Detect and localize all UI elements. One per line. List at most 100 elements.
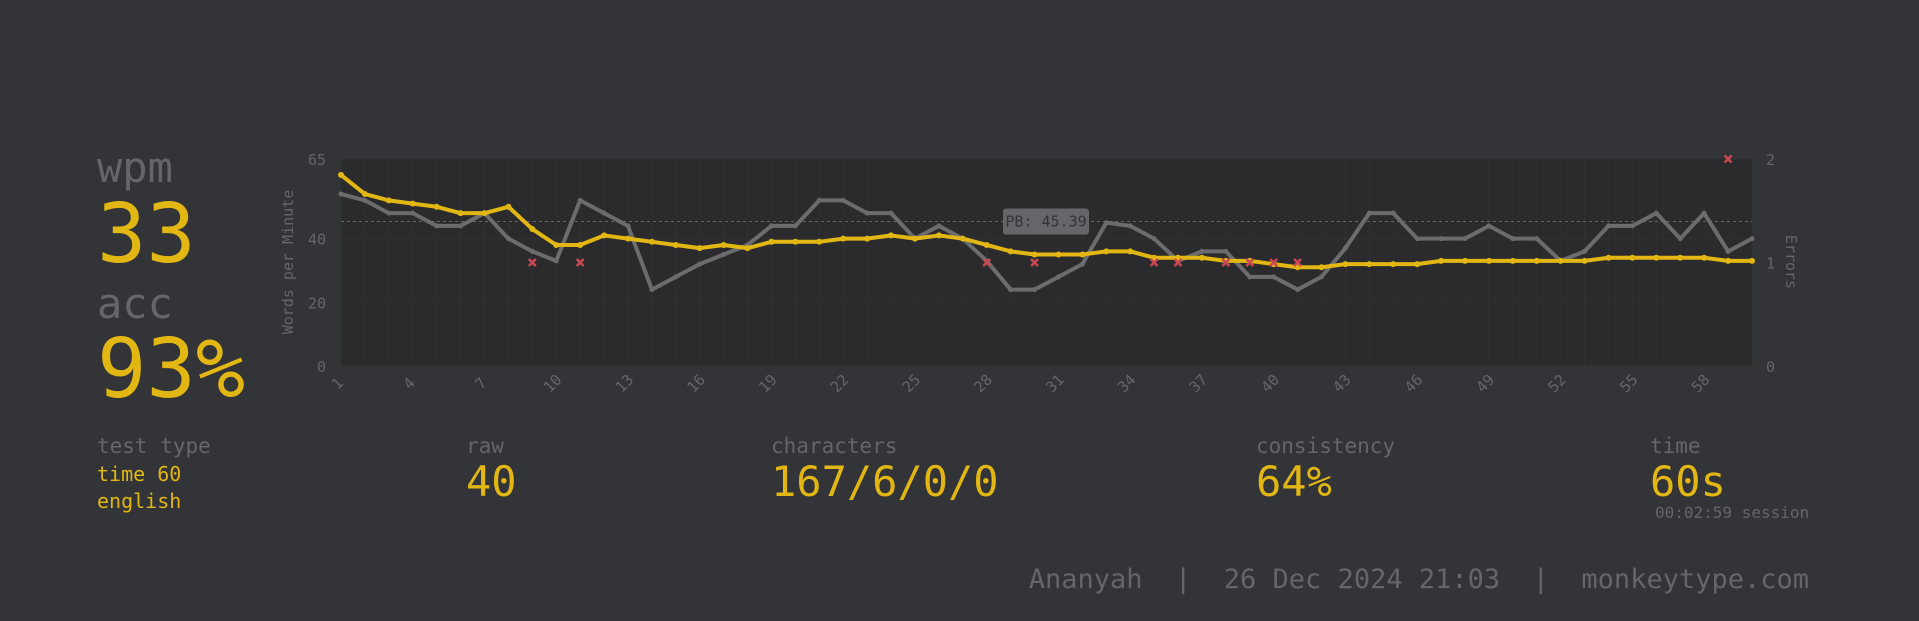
- raw-point: [864, 210, 870, 216]
- raw-point: [840, 197, 846, 203]
- wpm-point: [696, 245, 703, 252]
- raw-point: [410, 210, 416, 216]
- raw-point: [1701, 210, 1707, 216]
- error-marker: [1245, 258, 1255, 267]
- x-tick-label: 52: [1544, 371, 1570, 397]
- wpm-point: [1127, 248, 1134, 255]
- footer-separator: |: [1532, 564, 1549, 595]
- raw-point: [816, 197, 822, 203]
- x-tick-label: 28: [970, 371, 996, 397]
- raw-point: [1295, 287, 1301, 293]
- raw-point: [649, 287, 655, 293]
- wpm-point: [1629, 254, 1636, 261]
- wpm-point: [505, 203, 512, 210]
- wpm-point: [1366, 261, 1373, 268]
- wpm-point: [1701, 254, 1708, 261]
- footer: Ananyah | 26 Dec 2024 21:03 | monkeytype…: [1029, 563, 1809, 597]
- wpm-point: [911, 235, 918, 242]
- raw-point: [1629, 223, 1635, 229]
- raw-point: [1055, 274, 1061, 280]
- error-marker: [1173, 258, 1183, 267]
- footer-site[interactable]: monkeytype.com: [1581, 564, 1809, 595]
- wpm-point: [840, 235, 847, 242]
- raw-point: [1127, 223, 1133, 229]
- wpm-point: [433, 203, 440, 210]
- wpm-point: [1103, 248, 1110, 255]
- error-marker: [1293, 258, 1302, 267]
- raw-point: [1271, 274, 1277, 280]
- wpm-point: [959, 235, 966, 242]
- characters-label: characters: [771, 434, 898, 458]
- x-tick-label: 31: [1042, 371, 1068, 397]
- wpm-point: [1175, 254, 1182, 261]
- session-time: 00:02:59 session: [1655, 503, 1810, 522]
- wpm-point: [720, 241, 727, 248]
- x-tick-label: 58: [1688, 371, 1714, 397]
- raw-point: [1247, 274, 1253, 280]
- raw-line: [340, 192, 1753, 292]
- wpm-point: [864, 235, 871, 242]
- error-marker: [527, 258, 537, 267]
- error-marker: [1030, 258, 1039, 267]
- raw-point: [386, 210, 392, 216]
- consistency-value[interactable]: 64%: [1256, 457, 1332, 506]
- raw-point: [1653, 210, 1659, 216]
- x-tick-label: 25: [899, 371, 925, 397]
- raw-point: [1342, 245, 1348, 251]
- wpm-point: [1653, 254, 1660, 261]
- raw-point: [601, 210, 607, 216]
- x-tick-label: 1: [328, 374, 347, 393]
- y2-axis-title: Errors: [1782, 235, 1800, 289]
- test-type-label: test type: [97, 434, 211, 458]
- raw-point: [888, 210, 894, 216]
- wpm-point: [1581, 257, 1588, 264]
- raw-label: raw: [466, 434, 504, 458]
- raw-point: [1079, 261, 1085, 267]
- x-tick-label: 43: [1329, 371, 1355, 397]
- raw-point: [553, 258, 559, 264]
- wpm-point: [529, 226, 536, 233]
- raw-point: [1414, 236, 1420, 242]
- raw-point: [1438, 236, 1444, 242]
- acc-value[interactable]: 93%: [97, 322, 246, 417]
- wpm-point: [1198, 254, 1205, 261]
- error-marker: [982, 258, 992, 267]
- wpm-point: [409, 200, 416, 207]
- wpm-point: [768, 238, 775, 245]
- wpm-point: [577, 241, 584, 248]
- characters-value[interactable]: 167/6/0/0: [771, 457, 999, 506]
- x-tick-label: 19: [755, 371, 781, 397]
- wpm-point: [1605, 254, 1612, 261]
- raw-point: [1103, 220, 1109, 226]
- raw-point: [768, 223, 774, 229]
- raw-point: [1366, 210, 1372, 216]
- wpm-value[interactable]: 33: [97, 187, 196, 282]
- test-type-mode[interactable]: time 60: [97, 462, 182, 486]
- time-label: time: [1650, 434, 1701, 458]
- y-tick-label: 20: [308, 294, 326, 312]
- wpm-point: [553, 241, 560, 248]
- raw-point: [338, 191, 344, 197]
- time-value[interactable]: 60s: [1650, 457, 1726, 506]
- raw-point: [1032, 287, 1038, 293]
- raw-point: [1534, 236, 1540, 242]
- raw-point: [1390, 210, 1396, 216]
- wpm-point: [983, 241, 990, 248]
- raw-point: [1199, 248, 1205, 254]
- wpm-point: [385, 197, 392, 204]
- error-marker: [1149, 258, 1159, 267]
- wpm-point: [648, 238, 655, 245]
- wpm-point: [624, 235, 631, 242]
- raw-point: [362, 197, 368, 203]
- test-type-language[interactable]: english: [97, 489, 182, 513]
- wpm-point: [338, 171, 344, 178]
- x-tick-label: 13: [612, 371, 638, 397]
- y-axis-title: Words per Minute: [279, 190, 297, 335]
- raw-point: [1008, 287, 1014, 293]
- wpm-point: [1485, 257, 1492, 264]
- pb-badge: [1003, 208, 1089, 235]
- raw-value[interactable]: 40: [466, 457, 517, 506]
- raw-point: [697, 261, 703, 267]
- wpm-point: [481, 210, 488, 217]
- footer-user[interactable]: Ananyah: [1028, 564, 1143, 595]
